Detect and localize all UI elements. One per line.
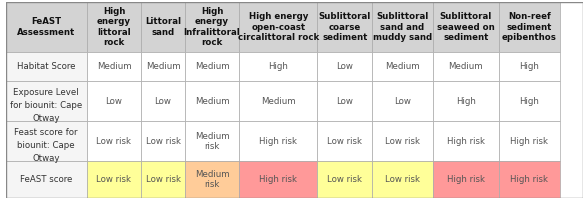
Text: Medium
risk: Medium risk <box>194 132 230 151</box>
Text: Otway: Otway <box>33 114 60 123</box>
Text: Medium: Medium <box>449 62 483 71</box>
Text: Low risk: Low risk <box>96 175 131 184</box>
Bar <box>86 121 141 161</box>
Text: High: High <box>269 62 288 71</box>
Bar <box>433 161 499 198</box>
Bar <box>317 2 372 53</box>
Text: FeAST
Assessment: FeAST Assessment <box>17 17 75 37</box>
Text: Medium
risk: Medium risk <box>194 170 230 189</box>
Bar <box>239 2 317 53</box>
Text: Low: Low <box>394 97 411 106</box>
Bar <box>499 53 559 81</box>
Bar <box>317 53 372 81</box>
Bar <box>499 2 559 53</box>
Text: Medium: Medium <box>97 62 131 71</box>
Text: Low: Low <box>155 97 172 106</box>
Text: Habitat Score: Habitat Score <box>17 62 75 71</box>
Text: High energy
open-coast
circalittoral rock: High energy open-coast circalittoral roc… <box>238 12 319 42</box>
Bar <box>372 121 433 161</box>
Text: Low risk: Low risk <box>327 175 362 184</box>
Text: High risk: High risk <box>510 137 548 146</box>
Bar <box>433 121 499 161</box>
Bar <box>141 121 185 161</box>
Text: Medium: Medium <box>145 62 180 71</box>
Bar <box>317 81 372 121</box>
Bar <box>141 161 185 198</box>
Text: Sublittoral
seaweed on
sediment: Sublittoral seaweed on sediment <box>437 12 495 42</box>
Text: Low: Low <box>336 62 353 71</box>
Bar <box>6 161 86 198</box>
Bar <box>185 53 239 81</box>
Text: Low risk: Low risk <box>327 137 362 146</box>
Bar <box>6 53 86 81</box>
Text: Medium: Medium <box>261 97 296 106</box>
Text: Low: Low <box>336 97 353 106</box>
Text: biounit: Cape: biounit: Cape <box>18 141 75 150</box>
Text: High risk: High risk <box>259 175 297 184</box>
Bar <box>317 121 372 161</box>
Bar <box>317 161 372 198</box>
Bar <box>86 81 141 121</box>
Bar <box>141 2 185 53</box>
Bar <box>372 53 433 81</box>
Bar <box>433 81 499 121</box>
Text: Medium: Medium <box>194 62 230 71</box>
Text: Sublittoral
coarse
sediment: Sublittoral coarse sediment <box>318 12 371 42</box>
Bar <box>86 53 141 81</box>
Text: High risk: High risk <box>447 175 485 184</box>
Text: Low risk: Low risk <box>385 137 420 146</box>
Text: Otway: Otway <box>33 154 60 163</box>
Text: High: High <box>519 97 539 106</box>
Text: Low risk: Low risk <box>385 175 420 184</box>
Bar <box>185 81 239 121</box>
Text: Low risk: Low risk <box>145 175 180 184</box>
Text: Non-reef
sediment
epibenthos: Non-reef sediment epibenthos <box>502 12 557 42</box>
Text: Low risk: Low risk <box>145 137 180 146</box>
Bar <box>372 2 433 53</box>
Bar <box>6 2 86 53</box>
Bar <box>499 121 559 161</box>
Text: Feast score for: Feast score for <box>15 128 78 137</box>
Text: for biounit: Cape: for biounit: Cape <box>10 101 82 110</box>
Bar <box>433 53 499 81</box>
Text: Medium: Medium <box>385 62 420 71</box>
Text: Low: Low <box>106 97 123 106</box>
Text: High
energy
Infralittoral
rock: High energy Infralittoral rock <box>183 7 241 47</box>
Bar <box>141 81 185 121</box>
Text: High risk: High risk <box>447 137 485 146</box>
Bar <box>239 81 317 121</box>
Bar <box>372 161 433 198</box>
Text: FeAST score: FeAST score <box>20 175 72 184</box>
Bar <box>141 53 185 81</box>
Bar <box>185 161 239 198</box>
Bar <box>86 2 141 53</box>
Bar <box>499 161 559 198</box>
Bar <box>185 121 239 161</box>
Bar <box>239 161 317 198</box>
Bar <box>185 2 239 53</box>
Bar <box>6 121 86 161</box>
Bar <box>239 121 317 161</box>
Bar <box>499 81 559 121</box>
Text: Sublittoral
sand and
muddy sand: Sublittoral sand and muddy sand <box>373 12 432 42</box>
Bar <box>6 81 86 121</box>
Text: Low risk: Low risk <box>96 137 131 146</box>
Text: High risk: High risk <box>510 175 548 184</box>
Bar <box>433 2 499 53</box>
Bar <box>372 81 433 121</box>
Text: High: High <box>519 62 539 71</box>
Text: Medium: Medium <box>194 97 230 106</box>
Bar <box>239 53 317 81</box>
Bar <box>86 161 141 198</box>
Text: Exposure Level: Exposure Level <box>13 88 79 97</box>
Text: High risk: High risk <box>259 137 297 146</box>
Text: High
energy
littoral
rock: High energy littoral rock <box>97 7 131 47</box>
Text: High: High <box>456 97 476 106</box>
Text: Littoral
sand: Littoral sand <box>145 17 181 37</box>
